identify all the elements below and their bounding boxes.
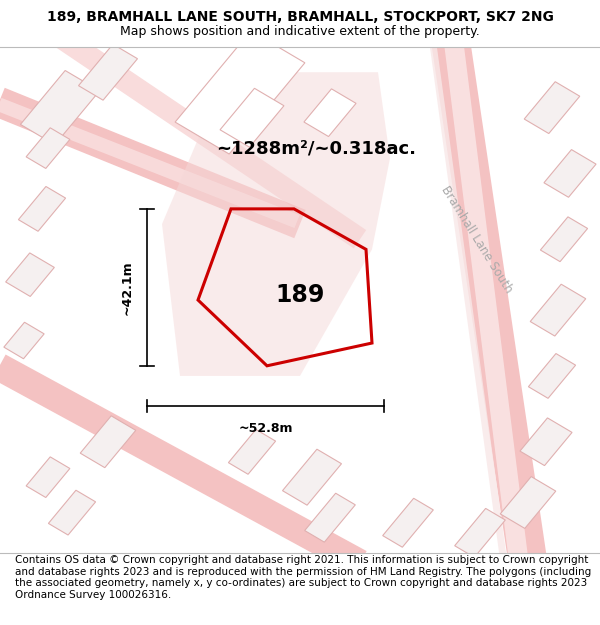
Polygon shape <box>541 217 587 262</box>
Polygon shape <box>49 490 95 535</box>
Polygon shape <box>229 429 275 474</box>
Polygon shape <box>529 354 575 398</box>
Polygon shape <box>383 498 433 548</box>
Polygon shape <box>79 44 137 100</box>
Polygon shape <box>19 186 65 231</box>
Text: ~42.1m: ~42.1m <box>121 260 134 314</box>
Polygon shape <box>544 149 596 198</box>
Polygon shape <box>283 449 341 505</box>
Polygon shape <box>80 416 136 468</box>
Text: Map shows position and indicative extent of the property.: Map shows position and indicative extent… <box>120 26 480 39</box>
Polygon shape <box>162 72 390 376</box>
Polygon shape <box>524 82 580 134</box>
Text: Contains OS data © Crown copyright and database right 2021. This information is : Contains OS data © Crown copyright and d… <box>15 555 591 600</box>
Text: ~1288m²/~0.318ac.: ~1288m²/~0.318ac. <box>216 139 416 157</box>
Text: 189: 189 <box>275 283 325 307</box>
Polygon shape <box>4 322 44 359</box>
Polygon shape <box>305 493 355 542</box>
Polygon shape <box>26 457 70 498</box>
Polygon shape <box>500 477 556 528</box>
Polygon shape <box>520 418 572 466</box>
Polygon shape <box>20 71 100 145</box>
Polygon shape <box>175 31 305 154</box>
Polygon shape <box>455 508 505 558</box>
Text: Bramhall Lane South: Bramhall Lane South <box>439 183 515 295</box>
Polygon shape <box>5 253 55 296</box>
Polygon shape <box>220 88 284 148</box>
Text: 189, BRAMHALL LANE SOUTH, BRAMHALL, STOCKPORT, SK7 2NG: 189, BRAMHALL LANE SOUTH, BRAMHALL, STOC… <box>47 10 553 24</box>
Polygon shape <box>26 127 70 169</box>
Polygon shape <box>530 284 586 336</box>
Text: ~52.8m: ~52.8m <box>238 421 293 434</box>
Polygon shape <box>304 89 356 136</box>
